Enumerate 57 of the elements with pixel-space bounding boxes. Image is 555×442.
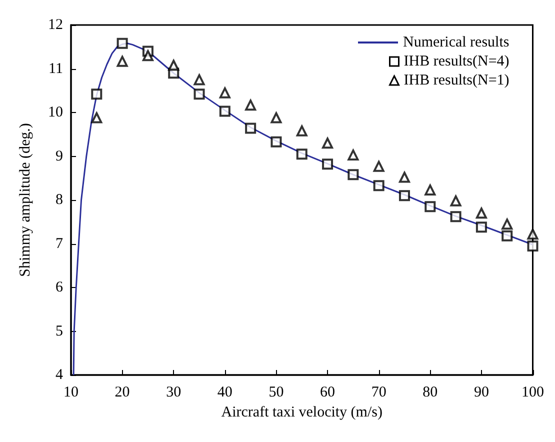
point [296,125,308,136]
x-tick-label: 80 [422,384,438,400]
point [91,88,102,100]
y-tick-label: 6 [56,280,64,296]
y-tick-label: 5 [56,323,63,340]
point [270,136,282,148]
point [270,112,282,124]
point [348,149,359,160]
point [219,87,230,98]
point [116,56,128,67]
x-tick-label: 50 [268,384,284,400]
point [194,74,205,86]
y-tick-label: 7 [56,236,64,252]
point [450,211,462,222]
point [245,122,256,134]
point [424,201,436,212]
point [450,195,462,206]
point [168,60,180,71]
x-tick-label: 20 [114,384,130,400]
y-tick-label: 12 [48,17,63,33]
point [527,228,538,240]
point [476,208,487,219]
y-tick-label: 9 [56,148,63,164]
y-tick-label: 8 [56,192,63,208]
x-tick-label: 100 [522,384,544,400]
y-axis-title: Shimmy amplitude (deg.) [18,123,34,277]
point [476,222,487,233]
point [142,50,154,62]
x-axis-title: Aircraft taxi velocity (m/s) [221,404,382,420]
x-tick-label: 90 [474,384,489,400]
point [398,190,410,202]
x-tick-label: 40 [217,384,232,400]
point [296,148,308,160]
point [194,88,205,100]
point [527,240,538,252]
legend-label: Numerical results [403,34,510,50]
legend-label: IHB results(N=1) [404,72,510,88]
point [502,230,513,242]
x-tick-label: 30 [166,384,182,400]
point [373,180,384,192]
x-tick-label: 70 [371,384,386,400]
point [424,184,436,196]
point [245,100,256,111]
point [219,106,230,117]
y-tick-label: 10 [48,104,63,120]
x-tick-label: 60 [320,384,336,400]
point [398,172,410,183]
point [116,38,128,49]
point [322,138,334,149]
legend-label: IHB results(N=4) [404,54,510,70]
point [348,169,359,180]
y-tick-label: 4 [56,367,64,383]
point [502,218,513,230]
point [91,112,102,124]
point [373,160,384,172]
point [322,158,334,170]
y-tick-label: 11 [48,60,63,77]
